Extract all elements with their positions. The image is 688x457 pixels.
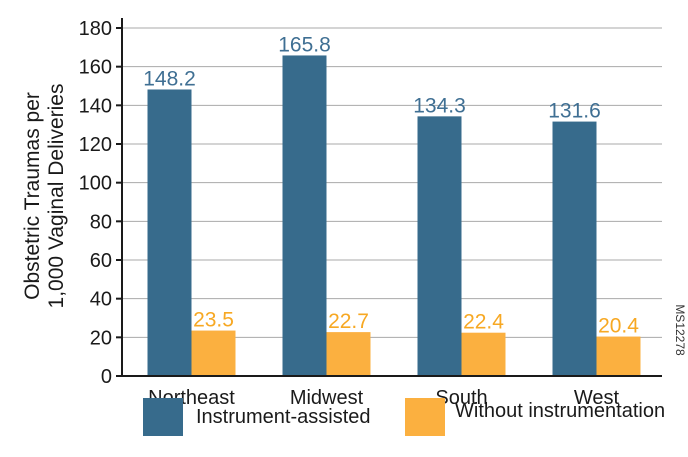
data-label-west-without-instrumentation: 20.4 bbox=[598, 315, 639, 338]
data-label-northeast-instrument-assisted: 148.2 bbox=[143, 67, 196, 90]
legend-label-without-instrumentation: Without instrumentation bbox=[455, 400, 665, 422]
y-tick-labels: 0 20 40 60 80 100 120 140 160 180 bbox=[79, 18, 112, 388]
y-axis-title-line-1: Obstetric Traumas per bbox=[21, 92, 44, 300]
bar-midwest-without-instrumentation bbox=[326, 332, 371, 376]
legend-swatch-instrument-assisted bbox=[143, 398, 183, 436]
bar-south-instrument-assisted bbox=[417, 116, 462, 376]
legend-label-instrument-assisted: Instrument-assisted bbox=[196, 406, 371, 428]
y-tick-label: 60 bbox=[90, 250, 112, 272]
y-tick-label: 0 bbox=[101, 366, 112, 388]
bar-west-without-instrumentation bbox=[596, 336, 641, 376]
y-tick-label: 40 bbox=[90, 289, 112, 311]
y-axis-title-line-2: 1,000 Vaginal Deliveries bbox=[45, 84, 68, 309]
bars bbox=[147, 55, 641, 376]
y-tick-label: 100 bbox=[79, 173, 112, 195]
bar-northeast-without-instrumentation bbox=[191, 330, 236, 376]
data-label-midwest-instrument-assisted: 165.8 bbox=[278, 33, 331, 56]
legend-swatch-without-instrumentation bbox=[405, 398, 445, 436]
data-label-northeast-without-instrumentation: 23.5 bbox=[193, 309, 234, 332]
y-tick-label: 120 bbox=[79, 134, 112, 156]
y-tick-label: 80 bbox=[90, 211, 112, 233]
bar-south-without-instrumentation bbox=[461, 332, 506, 376]
figure-code: MS12278 bbox=[673, 304, 687, 356]
y-tick-label: 20 bbox=[90, 327, 112, 349]
category-labels: Northeast Midwest South West bbox=[148, 387, 619, 409]
category-label-midwest: Midwest bbox=[290, 387, 364, 409]
axes bbox=[121, 18, 662, 377]
bar-midwest-instrument-assisted bbox=[282, 55, 327, 376]
y-tick-label: 140 bbox=[79, 95, 112, 117]
data-label-west-instrument-assisted: 131.6 bbox=[548, 100, 601, 123]
data-labels: 148.2 23.5 165.8 22.7 134.3 22.4 131.6 20.4 bbox=[143, 33, 639, 337]
bar-northeast-instrument-assisted bbox=[147, 89, 192, 376]
data-label-south-instrument-assisted: 134.3 bbox=[413, 94, 466, 117]
data-label-south-without-instrumentation: 22.4 bbox=[463, 311, 504, 334]
category-label-south: South bbox=[435, 387, 487, 409]
legend: Instrument-assisted Without instrumentat… bbox=[143, 398, 665, 436]
y-axis-title: Obstetric Traumas per 1,000 Vaginal Deli… bbox=[21, 84, 68, 309]
y-tick-label: 160 bbox=[79, 57, 112, 79]
data-label-midwest-without-instrumentation: 22.7 bbox=[328, 310, 369, 333]
category-label-west: West bbox=[574, 387, 620, 409]
y-tick-label: 180 bbox=[79, 18, 112, 40]
bar-west-instrument-assisted bbox=[552, 121, 597, 376]
